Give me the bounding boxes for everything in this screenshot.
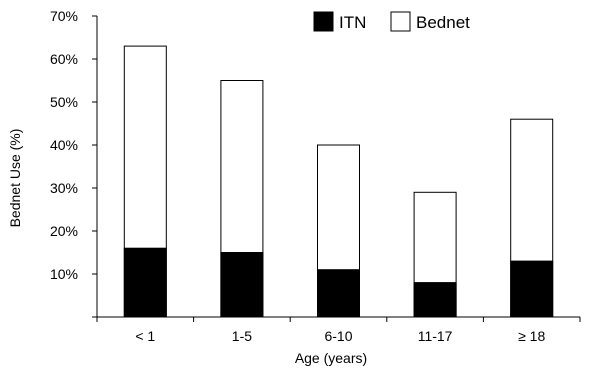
x-axis: < 1 1-5 6-10 11-17 ≥ 18 (96, 316, 581, 344)
legend-swatch-bednet (390, 11, 411, 32)
y-tick-label: 10% (50, 266, 78, 282)
x-axis-title: Age (years) (295, 350, 367, 366)
y-tick-label: 70% (50, 8, 78, 24)
legend: ITN Bednet (313, 11, 470, 32)
legend-label-bednet: Bednet (416, 13, 470, 32)
bar-itn (413, 282, 457, 318)
y-tick-label: 60% (50, 51, 78, 67)
y-axis-title: Bednet Use (%) (7, 129, 23, 228)
x-tick-label: 1-5 (232, 328, 252, 344)
bar-itn (510, 260, 554, 318)
bar-itn (317, 269, 360, 318)
x-tick-label: < 1 (135, 328, 155, 344)
y-tick-label: 50% (50, 94, 78, 110)
y-tick-label: 20% (50, 223, 78, 239)
bars (123, 45, 554, 318)
bar-itn (123, 247, 167, 318)
y-tick-label: 30% (50, 180, 78, 196)
legend-swatch-itn (313, 11, 334, 32)
y-axis: 10% 20% 30% 40% 50% 60% 70% (50, 8, 98, 318)
legend-label-itn: ITN (339, 13, 366, 32)
x-tick-label: ≥ 18 (518, 328, 545, 344)
x-tick-label: 11-17 (418, 328, 453, 344)
bar-itn (220, 252, 264, 318)
x-tick-label: 6-10 (324, 328, 352, 344)
y-tick-label: 40% (50, 137, 78, 153)
